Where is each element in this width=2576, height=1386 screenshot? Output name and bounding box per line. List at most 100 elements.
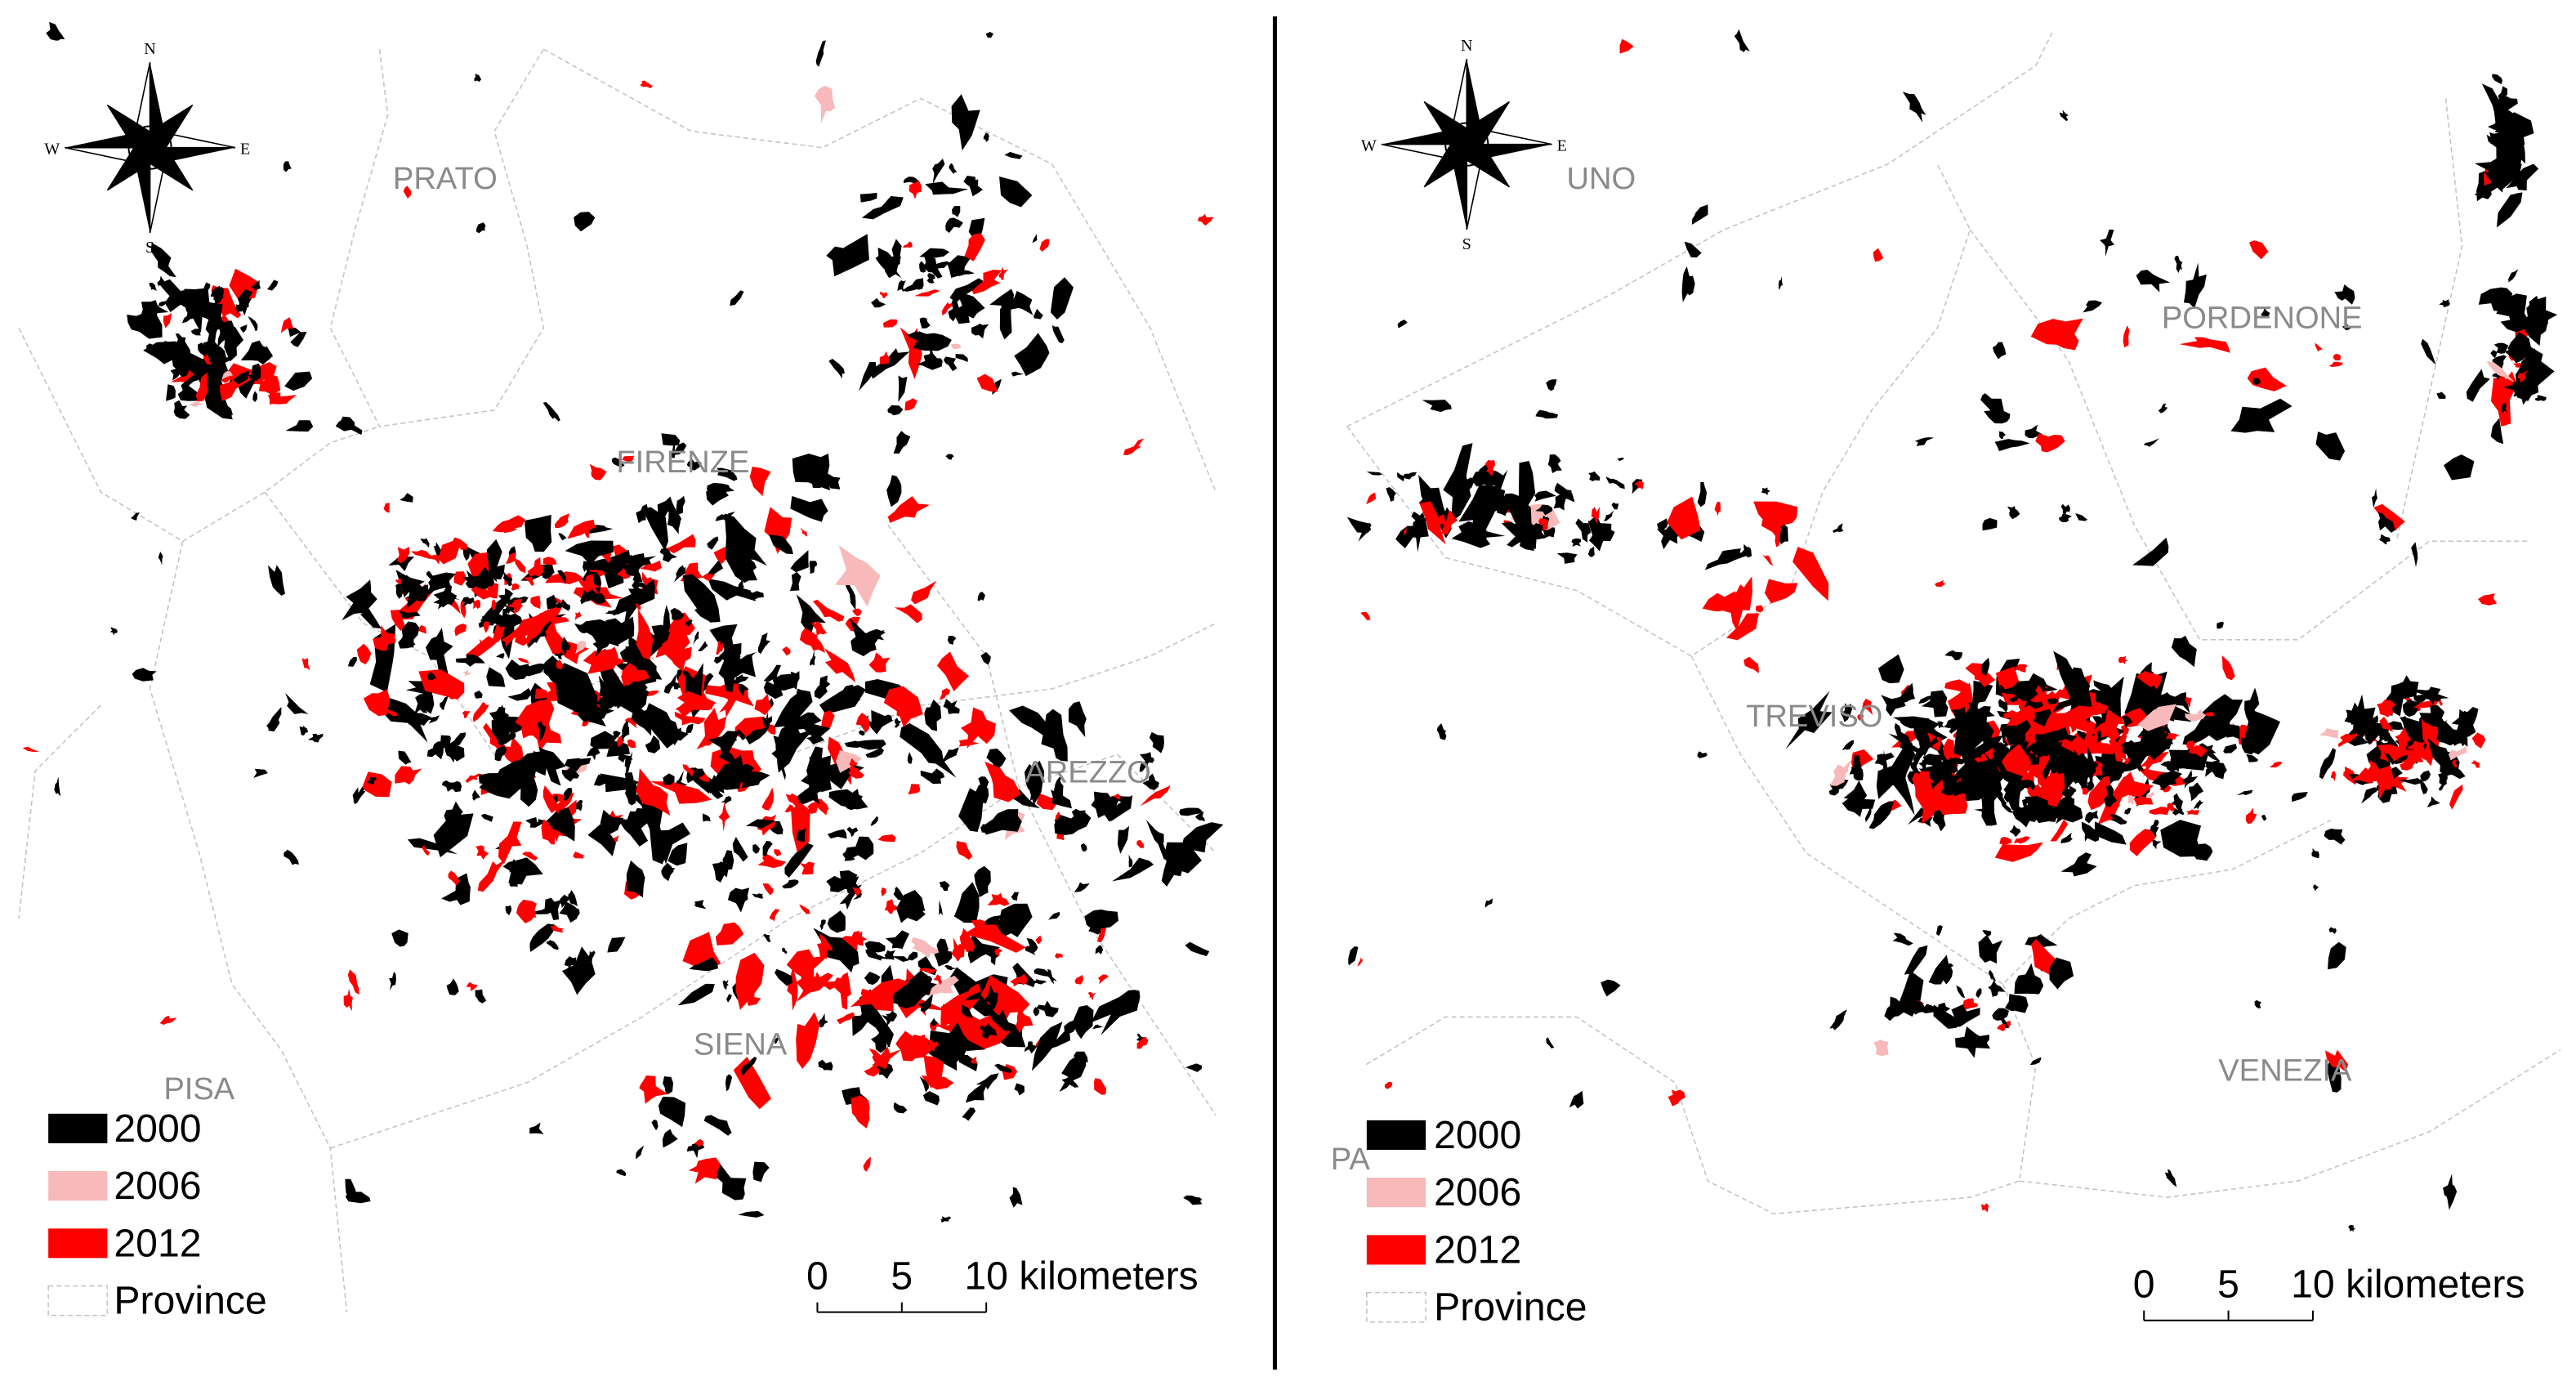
land-patch [2471, 732, 2486, 749]
land-patch [884, 899, 900, 914]
land-patch [968, 217, 985, 240]
land-patch [2118, 655, 2128, 664]
land-patch [453, 537, 468, 550]
land-patch [354, 786, 366, 805]
land-patch [710, 776, 748, 790]
land-patch [1360, 611, 1371, 621]
land-patch [347, 657, 357, 667]
land-patch [1443, 443, 1473, 522]
land-patch [1034, 968, 1050, 977]
land-patch [515, 699, 555, 732]
land-patch [903, 177, 919, 183]
land-patch [600, 809, 623, 835]
land-patch [2261, 814, 2267, 821]
land-patch [877, 834, 896, 843]
land-patch [465, 570, 483, 590]
land-patch [726, 994, 732, 1003]
land-patch [1571, 538, 1582, 548]
land-patch [672, 510, 681, 531]
land-patch [863, 1156, 872, 1172]
land-patch [517, 658, 530, 664]
land-patch [956, 841, 973, 861]
land-patch [631, 709, 659, 736]
land-patch [1981, 797, 1998, 826]
land-patch [1050, 277, 1074, 320]
land-patch [930, 346, 937, 362]
land-patch [1611, 502, 1619, 510]
land-patch [882, 319, 898, 328]
land-patch [715, 512, 736, 522]
land-patch [550, 925, 565, 933]
land-patch [1094, 1078, 1106, 1095]
land-patch [1857, 714, 1864, 722]
land-patch [2506, 163, 2539, 191]
land-patch [945, 217, 963, 234]
land-patch [925, 181, 969, 195]
land-patch [553, 663, 597, 715]
land-patch [446, 978, 459, 995]
land-patch [2502, 378, 2539, 401]
land-patch [870, 816, 878, 826]
land-patch [626, 860, 645, 898]
land-patch [2402, 675, 2416, 695]
land-patch [2490, 418, 2504, 445]
land-patch [827, 910, 846, 933]
land-patch [1453, 497, 1465, 503]
land-patch [542, 807, 575, 842]
land-patch [844, 836, 874, 861]
land-patch [159, 1015, 177, 1026]
land-patch [2007, 506, 2020, 520]
land-patch [907, 752, 913, 764]
land-patch [951, 937, 965, 962]
land-patch [2037, 776, 2046, 786]
land-patch [1601, 979, 1621, 997]
land-patch [616, 753, 633, 763]
land-patch [1411, 511, 1427, 524]
land-patch [891, 955, 909, 962]
land-patch [1697, 751, 1708, 758]
land-patch [2438, 770, 2448, 785]
land-patch [2230, 398, 2293, 433]
land-patch [670, 607, 685, 620]
land-patch [2049, 957, 2074, 990]
land-patch [2398, 727, 2409, 754]
land-patch [46, 21, 65, 41]
land-patch [574, 799, 583, 811]
land-patch [994, 1063, 1012, 1073]
land-patch [1981, 657, 1990, 677]
land-patch [1785, 691, 1833, 749]
land-patch [693, 631, 699, 645]
land-patch [595, 623, 603, 638]
land-patch [936, 651, 970, 691]
land-patch [1976, 988, 1982, 999]
land-patch [1538, 518, 1548, 531]
land-patch [613, 579, 655, 627]
land-patch [859, 361, 877, 391]
land-patch [874, 1062, 894, 1080]
compass-s: S [1462, 235, 1471, 253]
land-patch [958, 1011, 966, 1033]
land-patch [2193, 799, 2204, 810]
land-patch [2248, 240, 2269, 260]
land-patch [2205, 759, 2220, 777]
land-patch [716, 641, 724, 655]
land-patch [1956, 985, 1966, 999]
land-patch [2149, 807, 2170, 816]
land-patch [580, 588, 593, 605]
land-patch [622, 455, 635, 464]
land-patch [480, 592, 510, 626]
land-patch [2171, 635, 2197, 668]
land-patch [1980, 393, 2005, 420]
compass-s: S [145, 239, 154, 257]
land-patch [624, 751, 633, 776]
land-patch [2490, 371, 2517, 427]
land-patch [1348, 946, 1359, 966]
land-patch [453, 571, 467, 586]
land-patch [496, 653, 505, 659]
land-patch [645, 735, 661, 753]
land-patch [725, 1074, 733, 1092]
land-patch [933, 974, 943, 986]
land-patch [1849, 754, 1862, 776]
land-patch [575, 611, 583, 620]
land-patch [816, 932, 833, 959]
